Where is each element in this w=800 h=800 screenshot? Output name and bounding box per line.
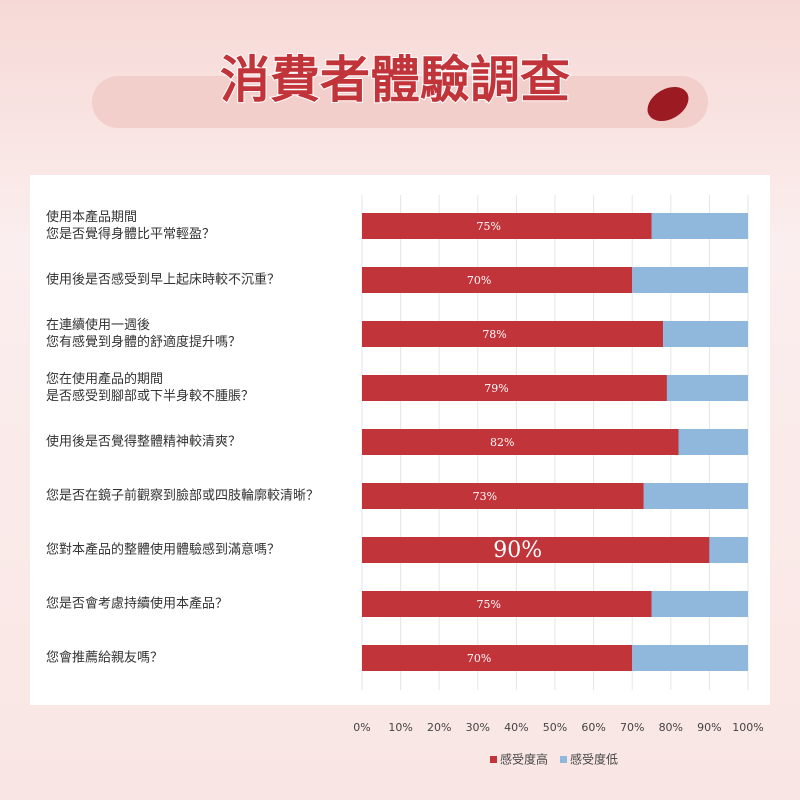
category-label: 使用本產品期間 您是否覺得身體比平常輕盈？ bbox=[46, 210, 216, 242]
value-label: 73% bbox=[473, 490, 497, 503]
bar-segment bbox=[632, 267, 748, 293]
x-tick-label: 20% bbox=[427, 721, 451, 734]
bean-icon bbox=[647, 86, 689, 122]
value-label: 79% bbox=[484, 382, 508, 395]
legend-swatch bbox=[490, 756, 497, 763]
value-label: 78% bbox=[482, 328, 506, 341]
bar-segment bbox=[709, 537, 748, 563]
x-tick-label: 50% bbox=[543, 721, 567, 734]
bar-segment bbox=[362, 375, 667, 401]
category-label: 您會推薦給親友嗎？ bbox=[46, 650, 164, 666]
bar-segment bbox=[663, 321, 748, 347]
category-label: 您是否在鏡子前觀察到臉部或四肢輪廓較清晰？ bbox=[46, 488, 320, 504]
category-label: 使用後是否感受到早上起床時較不沉重？ bbox=[46, 272, 281, 288]
x-tick-label: 0% bbox=[353, 721, 370, 734]
value-label: 90% bbox=[493, 538, 542, 563]
legend-label: 感受度高 bbox=[500, 752, 548, 767]
x-tick-label: 70% bbox=[620, 721, 644, 734]
category-label: 您是否會考慮持續使用本產品？ bbox=[46, 596, 229, 612]
value-label: 75% bbox=[477, 598, 501, 611]
bar-segment bbox=[651, 213, 748, 239]
bar-segment bbox=[362, 645, 633, 671]
bar-segment bbox=[362, 429, 679, 455]
bar-segment bbox=[362, 483, 644, 509]
x-tick-label: 10% bbox=[388, 721, 412, 734]
bar-segment bbox=[362, 591, 652, 617]
category-label: 在連續使用一週後 您有感覺到身體的舒適度提升嗎？ bbox=[46, 318, 242, 350]
x-tick-label: 60% bbox=[581, 721, 605, 734]
x-tick-label: 90% bbox=[697, 721, 721, 734]
bar-segment bbox=[362, 267, 633, 293]
bar-segment bbox=[643, 483, 748, 509]
x-tick-label: 80% bbox=[659, 721, 683, 734]
x-tick-label: 100% bbox=[732, 721, 763, 734]
bar-segment bbox=[666, 375, 748, 401]
value-label: 82% bbox=[490, 436, 514, 449]
value-label: 70% bbox=[467, 274, 491, 287]
value-label: 70% bbox=[467, 652, 491, 665]
value-label: 75% bbox=[477, 220, 501, 233]
bar-segment bbox=[678, 429, 748, 455]
legend-label: 感受度低 bbox=[570, 752, 618, 767]
category-label: 您在使用產品的期間 是否感受到腳部或下半身較不腫脹？ bbox=[46, 372, 255, 404]
bar-segment bbox=[651, 591, 748, 617]
bar-segment bbox=[632, 645, 748, 671]
x-tick-label: 30% bbox=[466, 721, 490, 734]
bar-segment bbox=[362, 213, 652, 239]
bar-segment bbox=[362, 537, 710, 563]
category-label: 使用後是否覺得整體精神較清爽？ bbox=[46, 434, 242, 450]
title-pill bbox=[92, 76, 708, 128]
chart-title: 消費者體驗調查 bbox=[220, 50, 570, 109]
bar-segment bbox=[362, 321, 664, 347]
legend-swatch bbox=[560, 756, 568, 763]
x-tick-label: 40% bbox=[504, 721, 528, 734]
category-label: 您對本產品的整體使用體驗感到滿意嗎？ bbox=[46, 542, 281, 558]
